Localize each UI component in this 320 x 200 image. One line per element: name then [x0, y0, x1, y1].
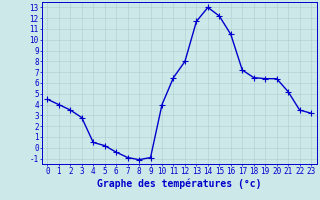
X-axis label: Graphe des températures (°c): Graphe des températures (°c)	[97, 179, 261, 189]
